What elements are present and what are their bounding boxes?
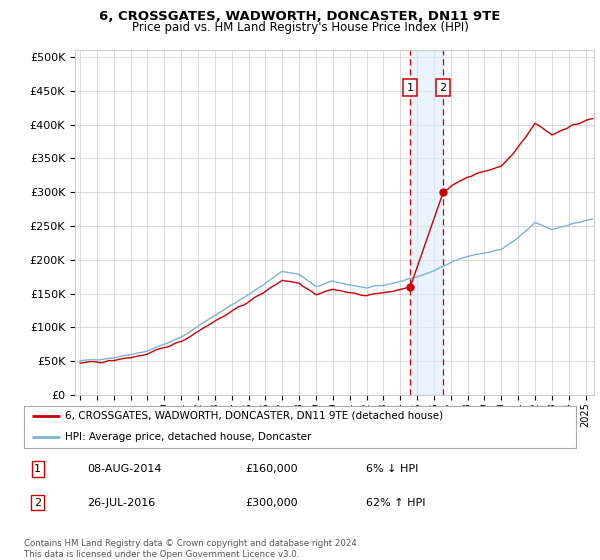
Text: £160,000: £160,000: [245, 464, 298, 474]
Text: £300,000: £300,000: [245, 498, 298, 507]
Text: 26-JUL-2016: 26-JUL-2016: [88, 498, 156, 507]
Text: Contains HM Land Registry data © Crown copyright and database right 2024.
This d: Contains HM Land Registry data © Crown c…: [24, 539, 359, 559]
Text: 6, CROSSGATES, WADWORTH, DONCASTER, DN11 9TE (detached house): 6, CROSSGATES, WADWORTH, DONCASTER, DN11…: [65, 410, 443, 421]
Bar: [410, 50, 443, 395]
Text: 1: 1: [407, 82, 414, 92]
Text: 6, CROSSGATES, WADWORTH, DONCASTER, DN11 9TE: 6, CROSSGATES, WADWORTH, DONCASTER, DN11…: [100, 10, 500, 23]
Text: 62% ↑ HPI: 62% ↑ HPI: [366, 498, 426, 507]
Text: 6% ↓ HPI: 6% ↓ HPI: [366, 464, 419, 474]
Text: 2: 2: [34, 498, 41, 507]
Text: 2: 2: [440, 82, 447, 92]
Text: 1: 1: [34, 464, 41, 474]
Text: HPI: Average price, detached house, Doncaster: HPI: Average price, detached house, Donc…: [65, 432, 312, 442]
Text: 08-AUG-2014: 08-AUG-2014: [88, 464, 162, 474]
Text: Price paid vs. HM Land Registry's House Price Index (HPI): Price paid vs. HM Land Registry's House …: [131, 21, 469, 34]
